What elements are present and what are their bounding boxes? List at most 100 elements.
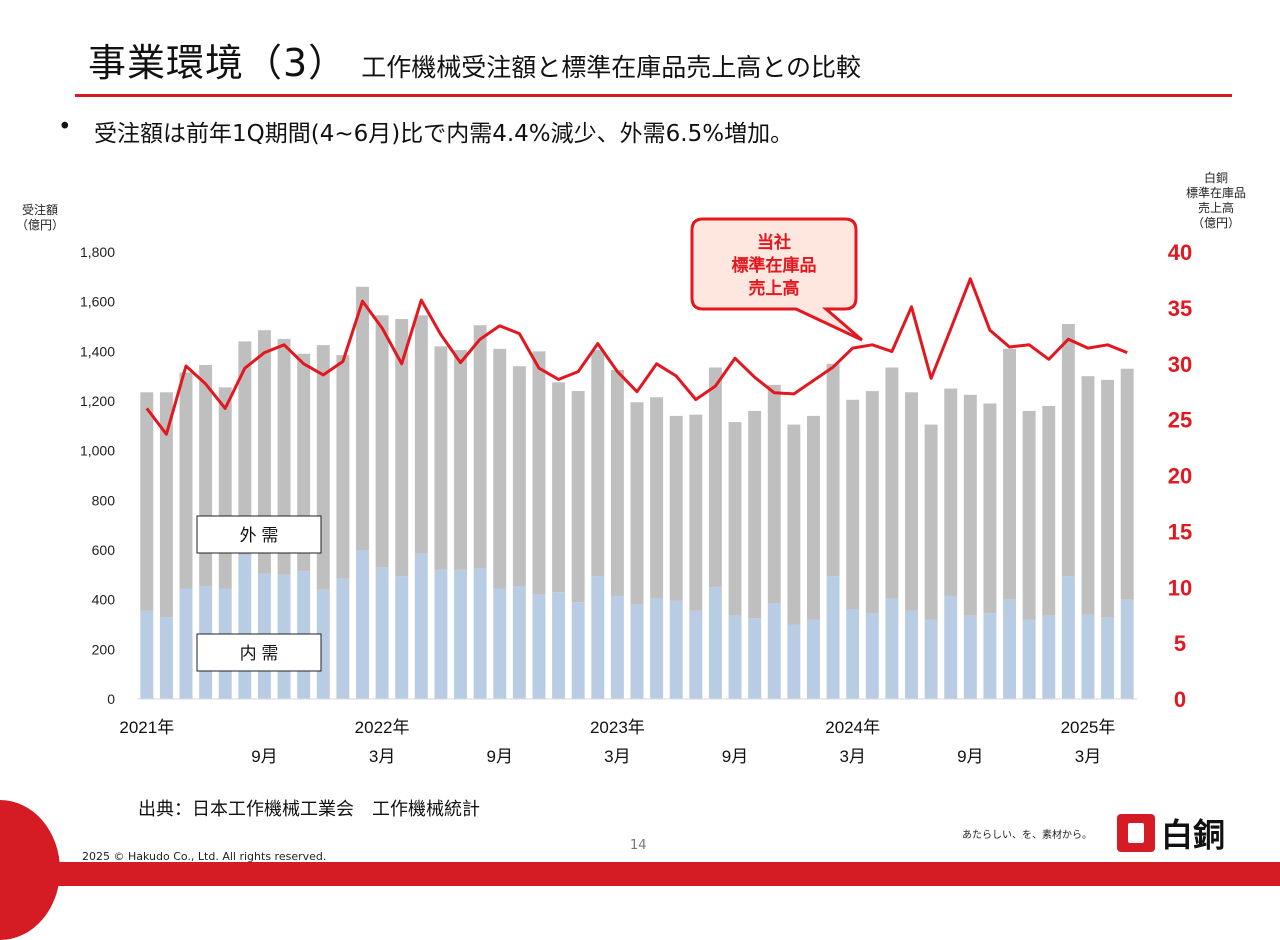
bar-foreign [1101,380,1114,617]
bar-domestic [513,586,526,699]
bar-domestic [140,611,153,699]
bar-domestic [689,611,702,699]
bar-foreign [1003,349,1016,600]
bar-domestic [709,587,722,699]
bar-foreign [748,411,761,618]
bar-foreign [983,403,996,613]
bar-foreign [454,350,467,570]
bar-foreign [768,385,781,604]
bar-foreign [513,366,526,586]
x-month-label: 3月 [604,747,630,766]
y-left-tick-label: 1,600 [80,294,115,310]
bar-domestic [925,620,938,699]
bar-domestic [434,570,447,699]
label-domestic: 内 需 [240,644,279,663]
y-right-tick-label: 0 [1174,687,1186,712]
bar-domestic [787,625,800,700]
bar-foreign [866,391,879,613]
bar-foreign [925,425,938,620]
bar-foreign [415,315,428,553]
tagline: あたらしい、を、素材から。 [962,826,1092,841]
bar-foreign [180,372,193,588]
bar-foreign [434,346,447,570]
bar-domestic [415,554,428,699]
x-year-label: 2025年 [1061,718,1116,737]
bar-foreign [944,389,957,596]
bar-foreign [572,391,585,602]
bar-domestic [356,550,369,699]
bar-domestic [866,613,879,699]
y-left-tick-label: 0 [107,691,115,707]
y-right-tick-label: 5 [1174,631,1186,656]
page-number: 14 [630,838,647,853]
y-left-tick-label: 1,800 [80,244,115,260]
x-month-label: 9月 [957,747,983,766]
footer-bar [0,862,1280,886]
x-month-label: 3月 [369,747,395,766]
bar-foreign [611,370,624,596]
bar-domestic [807,620,820,699]
logo-mark-icon [1117,814,1155,852]
x-month-label: 9月 [722,747,748,766]
callout-text: 当社 [757,232,791,252]
bar-foreign [532,351,545,594]
bar-domestic [1121,600,1134,699]
bar-foreign [885,367,898,598]
y-left-tick-label: 600 [92,542,116,558]
bar-foreign [964,395,977,616]
callout-text: 売上高 [749,278,800,298]
right-axis-label: 白銅 [1204,170,1228,185]
bar-domestic [670,601,683,699]
y-right-tick-label: 15 [1168,519,1192,544]
left-axis-label: 受注額 [22,202,58,217]
bar-domestic [532,595,545,699]
bar-foreign [670,416,683,601]
bar-foreign [631,402,644,604]
bar-domestic [238,555,251,699]
bar-domestic [827,576,840,699]
bar-domestic [376,567,389,699]
bar-domestic [964,616,977,699]
x-year-label: 2022年 [355,718,410,737]
bar-domestic [885,598,898,699]
bar-foreign [729,422,742,616]
bar-domestic [650,598,663,699]
bar-foreign [905,392,918,611]
bar-foreign [807,416,820,620]
right-axis-label: （億円） [1192,216,1240,230]
bar-domestic [572,602,585,699]
right-axis-label: 標準在庫品 [1186,185,1246,200]
y-right-tick-label: 30 [1168,352,1192,377]
x-month-label: 9月 [487,747,513,766]
bar-foreign [1023,411,1036,620]
callout-text: 標準在庫品 [732,255,817,275]
bar-foreign [493,349,506,589]
x-year-label: 2021年 [119,718,174,737]
bar-foreign [650,397,663,598]
y-right-tick-label: 25 [1168,408,1192,433]
bar-foreign [689,415,702,611]
y-left-tick-label: 1,200 [80,393,115,409]
bar-domestic [1042,616,1055,699]
bar-domestic [493,588,506,699]
bar-domestic [983,613,996,699]
bar-domestic [160,617,173,699]
bar-foreign [474,325,487,568]
bar-domestic [944,596,957,699]
source-note: 出典：日本工作機械工業会 工作機械統計 [138,795,480,821]
bar-domestic [768,603,781,699]
bar-foreign [219,387,232,588]
company-logo: 白銅 [1117,810,1225,856]
x-year-label: 2023年 [590,718,645,737]
bar-domestic [748,618,761,699]
orders-inventory-chart: 受注額（億円）白銅標準在庫品売上高（億円）02004006008001,0001… [0,0,1280,780]
y-right-tick-label: 35 [1168,296,1192,321]
copyright: 2025 © Hakudo Co., Ltd. All rights reser… [82,850,326,863]
bar-domestic [395,576,408,699]
bar-foreign [356,287,369,550]
y-left-tick-label: 1,000 [80,443,115,459]
bar-foreign [827,364,840,576]
bar-foreign [336,355,349,579]
bar-domestic [729,616,742,699]
x-month-label: 3月 [1075,747,1101,766]
